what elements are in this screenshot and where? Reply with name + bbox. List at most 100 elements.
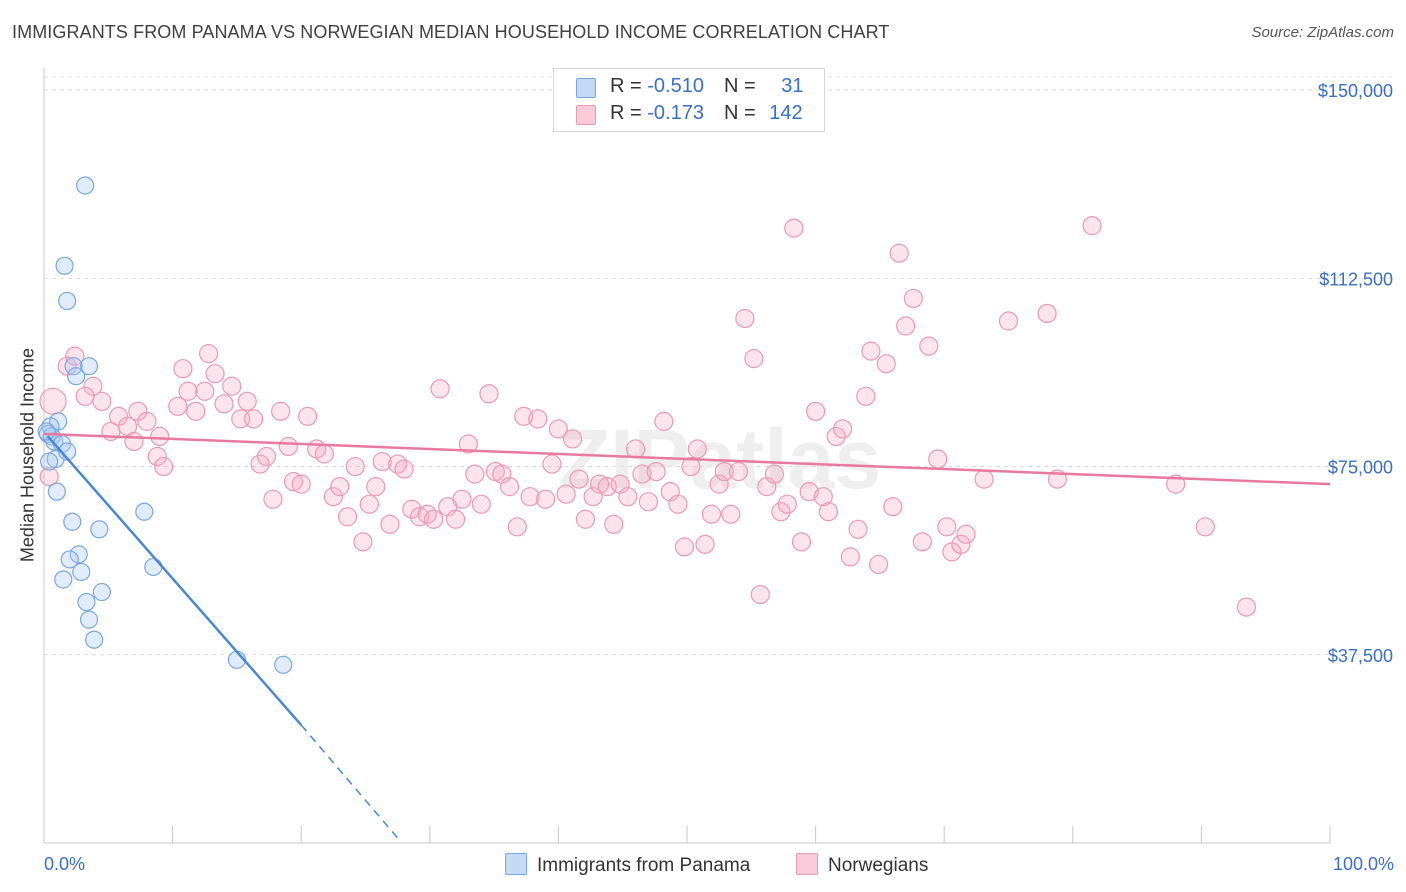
norwegian-point-133 [1082,216,1102,236]
norwegian-point-20 [195,381,215,401]
norwegian-point-78 [604,514,624,534]
norwegian-point-43 [359,494,379,514]
bottom-legend-label-norwegians: Norwegians [828,855,929,876]
norwegian-point-129 [974,469,994,489]
panama-point-21 [144,557,163,577]
norwegian-point-97 [735,308,755,329]
norwegian-point-24 [222,376,242,396]
norwegian-point-44 [366,477,386,497]
panama-point-2 [58,291,77,311]
norwegian-point-76 [589,474,610,494]
norwegian-point-57 [458,434,478,454]
legend-n-value: 142 [769,102,803,124]
norwegian-point-40 [337,507,358,527]
norwegian-point-74 [575,509,596,529]
panama-point-25 [77,592,96,612]
norwegian-point-1 [39,466,59,487]
norwegian-point-52 [424,509,444,529]
panama-point-9 [42,427,61,446]
norwegian-point-80 [618,487,638,507]
norwegian-point-15 [153,456,174,477]
norwegian-point-38 [323,487,343,507]
norwegian-point-27 [244,409,264,429]
legend-n-label: N = [723,102,762,124]
panama-point-26 [79,610,99,629]
norwegian-point-49 [402,499,422,519]
norwegian-point-130 [998,311,1019,331]
norwegian-point-114 [856,386,876,406]
norwegian-point-28 [250,454,270,474]
norwegian-point-128 [956,524,976,544]
tick-labels: $37,500 $75,000 $112,500 $150,000 0.0% 100.0% [44,81,1394,874]
grid-lines [44,76,1395,656]
norwegian-point-91 [695,534,715,554]
panama-point-17 [63,512,82,531]
legend-swatch-norwegians [576,105,596,125]
panama-point-15 [47,482,66,501]
norwegian-point-48 [394,459,414,479]
norwegian-point-22 [205,364,225,384]
norwegian-point-41 [345,456,365,477]
norwegian-point-50 [409,507,430,527]
panama-trend-line [46,435,303,726]
panama-point-29 [274,655,293,674]
norwegian-point-123 [919,336,939,356]
norwegian-point-88 [674,537,695,557]
norwegian-point-122 [912,532,932,552]
panama-point-3 [79,357,99,376]
norwegian-point-92 [701,504,722,524]
norwegian-point-105 [791,532,812,552]
y-tick-label-2: $112,500 [1319,269,1393,289]
norwegian-point-53 [430,379,450,399]
norwegian-point-119 [889,243,909,263]
norwegian-point-112 [840,547,860,567]
x-tick-label-1: 100.0% [1333,854,1394,874]
norwegian-point-67 [528,409,548,429]
norwegian-point-46 [380,514,400,534]
stats-legend: R = -0.510 N = 31 R = -0.173 N = 142 [553,68,825,132]
norwegian-point-19 [186,401,206,421]
norwegian-point-108 [813,487,833,507]
norwegian-point-131 [1037,303,1057,324]
panama-point-13 [40,452,59,471]
panama-trend-extension [300,724,399,839]
panama-point-5 [67,367,86,386]
norwegian-point-109 [818,502,839,522]
norwegian-point-16 [168,396,188,416]
norwegian-point-69 [542,454,562,474]
panama-point-24 [92,582,111,602]
norwegian-point-51 [417,504,437,524]
norwegian-point-75 [583,487,603,507]
panama-point-22 [72,562,91,582]
norwegian-point-113 [848,519,868,539]
panama-point-16 [135,502,154,521]
norwegian-point-18 [178,381,198,401]
legend-r-value: -0.173 [647,102,704,124]
norwegian-point-118 [883,497,903,517]
norwegian-point-29 [256,446,277,467]
norwegian-point-95 [721,504,741,524]
norwegian-point-101 [764,464,785,484]
norwegian-point-0 [39,387,67,415]
norwegian-point-102 [771,502,791,522]
panama-point-20 [60,550,79,569]
norwegian-point-90 [687,439,707,459]
norwegian-point-125 [937,517,957,537]
trend-lines [43,432,1331,839]
norwegian-point-117 [876,354,896,374]
norwegian-point-35 [298,406,318,426]
norwegian-point-59 [471,494,491,514]
norwegian-point-33 [283,472,304,492]
norwegian-point-70 [548,419,569,439]
norwegian-point-68 [535,489,556,509]
bottom-legend-swatch-panama [505,853,527,875]
legend-n-label: N = [723,75,762,97]
norwegian-point-136 [1236,597,1257,617]
norwegian-point-12 [124,431,144,452]
legend-r-value: -0.510 [647,75,704,97]
bottom-legend-norwegians: Norwegians [796,853,928,877]
norwegian-point-23 [214,394,234,414]
norwegian-point-134 [1166,474,1186,494]
norwegian-point-116 [869,554,889,575]
